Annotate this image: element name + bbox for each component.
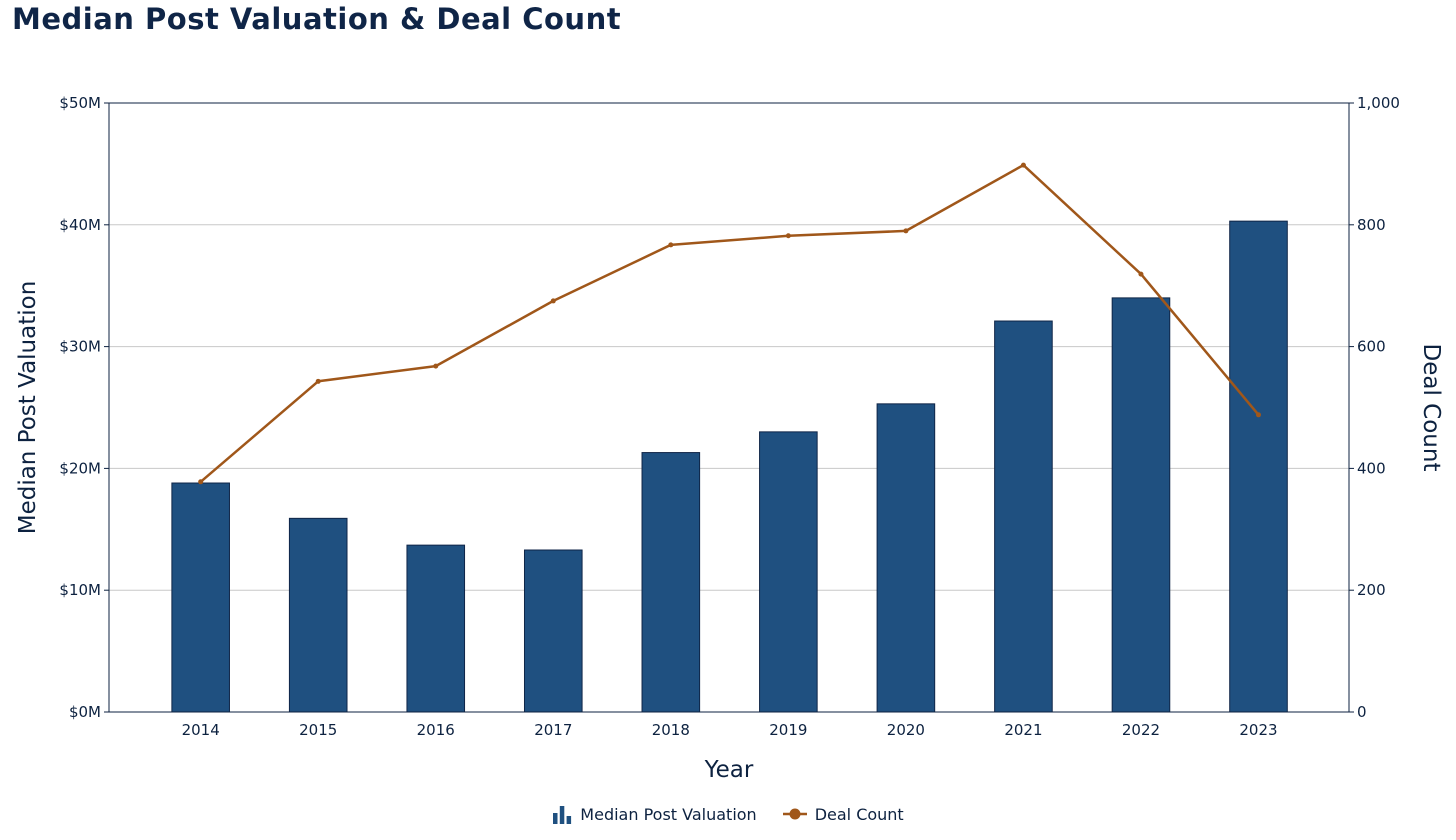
y-tick-label: $30M [59, 338, 101, 356]
line-series [198, 162, 1261, 485]
deal-count-point-2017 [550, 298, 556, 304]
legend-item-median-post-valuation[interactable]: Median Post Valuation [552, 804, 757, 824]
bar-2014 [171, 482, 230, 713]
x-tick-label: 2019 [769, 721, 807, 739]
deal-count-point-2022 [1138, 271, 1144, 277]
bar-chart-icon [553, 806, 572, 824]
x-tick-label: 2014 [182, 721, 220, 739]
x-tick-label: 2020 [887, 721, 925, 739]
y-tick-label: $40M [59, 216, 101, 234]
x-tick-label: 2022 [1122, 721, 1160, 739]
deal-count-point-2015 [315, 378, 321, 384]
axes [104, 102, 1354, 713]
deal-count-point-2019 [785, 233, 791, 239]
y2-tick-label: 400 [1357, 459, 1386, 477]
bar-2015 [288, 517, 348, 713]
y2-axis-title: Deal Count [1418, 344, 1444, 472]
deal-count-point-2021 [1020, 162, 1026, 168]
y2-tick-label: 0 [1357, 703, 1367, 721]
legend: Median Post Valuation Deal Count [0, 804, 1456, 824]
x-tick-label: 2018 [652, 721, 690, 739]
legend-label-deal-count: Deal Count [814, 804, 904, 824]
y2-tick-label: 1,000 [1357, 94, 1400, 112]
bar-2017 [523, 549, 583, 713]
x-axis-title: Year [704, 757, 754, 783]
line-marker-icon [782, 808, 807, 820]
deal-count-point-2023 [1255, 412, 1261, 418]
y-tick-label: $0M [69, 703, 101, 721]
y2-tick-label: 800 [1357, 216, 1386, 234]
x-tick-label: 2016 [417, 721, 455, 739]
bar-2018 [641, 452, 701, 713]
chart-area: $0M $10M $20M $30M $40M $50M 0 200 400 600 800 1,00… [15, 94, 1444, 783]
deal-count-point-2018 [668, 242, 674, 248]
y-tick-label: $50M [59, 94, 101, 112]
legend-item-deal-count[interactable]: Deal Count [782, 804, 904, 824]
bar-2023 [1229, 220, 1288, 713]
deal-count-point-2020 [903, 228, 909, 234]
y-tick-label: $20M [59, 459, 101, 477]
deal-count-line [199, 163, 1260, 483]
deal-count-point-2016 [433, 363, 439, 369]
bar-2020 [876, 403, 936, 713]
x-tick-label: 2023 [1239, 721, 1277, 739]
x-tick-label: 2021 [1004, 721, 1042, 739]
x-tick-label: 2017 [534, 721, 572, 739]
legend-label-median-post-valuation: Median Post Valuation [580, 804, 757, 824]
bar-2019 [759, 431, 818, 713]
x-tick-label: 2015 [299, 721, 337, 739]
bar-series [171, 220, 1288, 713]
tick-labels: $0M $10M $20M $30M $40M $50M 0 200 400 600 800 1,00… [15, 94, 1444, 783]
y2-tick-label: 200 [1357, 581, 1386, 599]
bar-2021 [994, 320, 1053, 713]
bar-2016 [406, 544, 466, 713]
y-tick-label: $10M [59, 581, 101, 599]
y2-tick-label: 600 [1357, 338, 1386, 356]
chart-title: Median Post Valuation & Deal Count [12, 2, 622, 36]
y-axis-title: Median Post Valuation [15, 281, 41, 535]
deal-count-point-2014 [198, 479, 204, 485]
bar-2022 [1111, 297, 1171, 713]
